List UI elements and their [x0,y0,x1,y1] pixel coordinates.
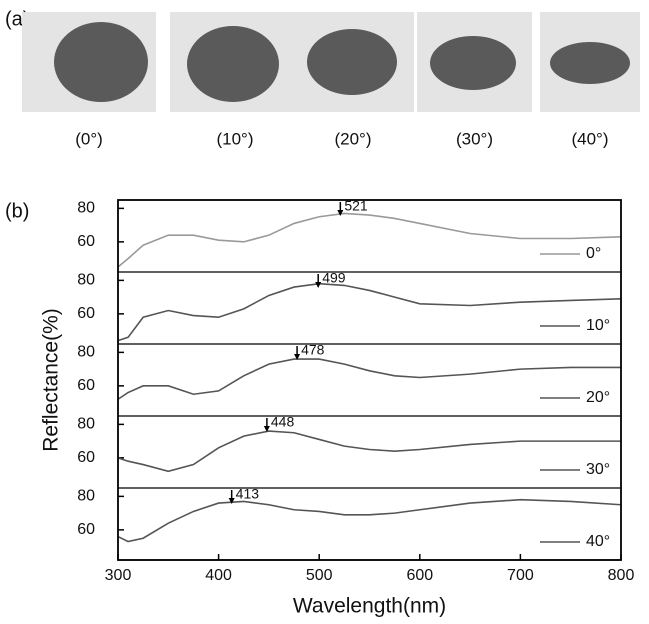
droplet [550,42,630,84]
line [117,282,622,342]
legend-label: 10° [586,317,610,334]
y-tick-label: 80 [77,344,95,361]
peak-arrowhead [294,354,301,360]
line [117,498,622,543]
photo-label: (30°) [456,129,493,148]
x-tick-label: 600 [406,567,433,584]
droplet [307,29,397,95]
y-tick-label: 80 [77,416,95,433]
droplet [54,22,148,102]
y-axis-label: Reflectance(%) [40,308,63,452]
peak-label: 478 [301,342,325,358]
y-tick-label: 60 [77,449,95,466]
peak-label: 413 [236,486,260,502]
peak-arrowhead [263,426,270,432]
y-tick-label: 80 [77,200,95,217]
x-tick-label: 400 [205,567,232,584]
y-tick-label: 60 [77,305,95,322]
peak-label: 499 [322,270,346,286]
peak-arrowhead [228,498,235,504]
line [117,212,622,268]
legend-label: 30° [586,461,610,478]
legend-label: 0° [586,245,601,262]
x-tick-label: 700 [507,567,534,584]
x-tick-label: 300 [105,567,132,584]
peak-label: 521 [344,198,368,214]
legend-label: 20° [586,389,610,406]
photo-label: (20°) [334,129,371,148]
y-tick-label: 60 [77,521,95,538]
x-axis-label: Wavelength(nm) [293,595,446,618]
line [117,358,621,400]
x-tick-label: 800 [608,567,635,584]
droplet [430,36,516,90]
y-tick-label: 80 [77,488,95,505]
photo-label: (40°) [571,129,608,148]
photo-label: (10°) [216,129,253,148]
plot-frame [117,199,622,561]
legend-label: 40° [586,533,610,550]
panel-label: (b) [5,200,29,222]
x-tick-label: 500 [306,567,333,584]
peak-arrowhead [337,210,344,216]
peak-label: 448 [271,414,295,430]
y-tick-label: 60 [77,233,95,250]
y-tick-label: 60 [77,377,95,394]
photo-label: (0°) [75,129,103,148]
line [117,430,621,473]
peak-arrowhead [315,282,322,288]
y-tick-label: 80 [77,272,95,289]
droplet [187,26,279,102]
